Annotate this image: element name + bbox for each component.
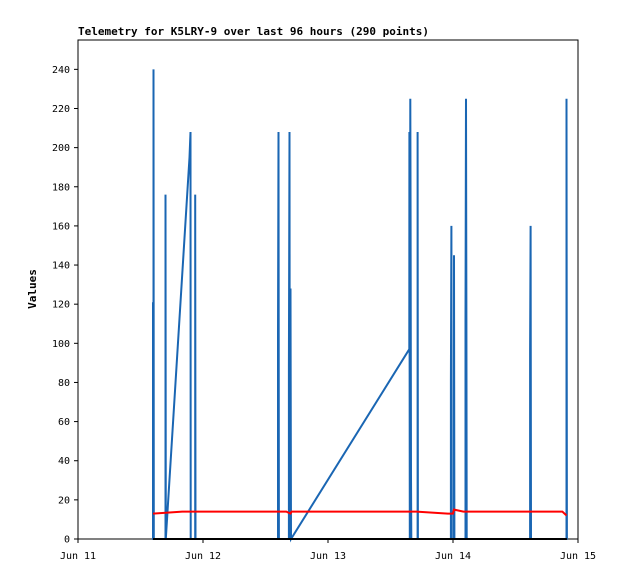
x-tick-label: Jun 13	[310, 551, 346, 562]
y-tick-label: 80	[58, 378, 70, 389]
x-tick-label: Jun 12	[185, 551, 221, 562]
y-tick-label: 220	[52, 104, 70, 115]
y-tick-label: 200	[52, 143, 70, 154]
y-tick-label: 100	[52, 339, 70, 350]
y-tick-label: 40	[58, 456, 70, 467]
x-tick-label: Jun 11	[60, 551, 96, 562]
series-group	[152, 69, 568, 543]
series-line-2	[152, 508, 568, 517]
y-tick-label: 140	[52, 261, 70, 272]
y-tick-label: 60	[58, 417, 70, 428]
x-tick-label: Jun 15	[560, 551, 596, 562]
y-axis: 0 20 40 60 80 100 120 140 160 180 200 220 240	[52, 65, 78, 546]
y-tick-label: 180	[52, 182, 70, 193]
y-tick-label: 0	[64, 535, 70, 546]
y-tick-label: 240	[52, 65, 70, 76]
y-axis-label: Values	[26, 269, 39, 309]
x-tick-label: Jun 14	[435, 551, 471, 562]
y-tick-label: 160	[52, 221, 70, 232]
y-tick-label: 20	[58, 495, 70, 506]
series-line-1	[152, 69, 568, 543]
y-tick-label: 120	[52, 300, 70, 311]
chart-title: Telemetry for K5LRY-9 over last 96 hours…	[78, 25, 429, 38]
